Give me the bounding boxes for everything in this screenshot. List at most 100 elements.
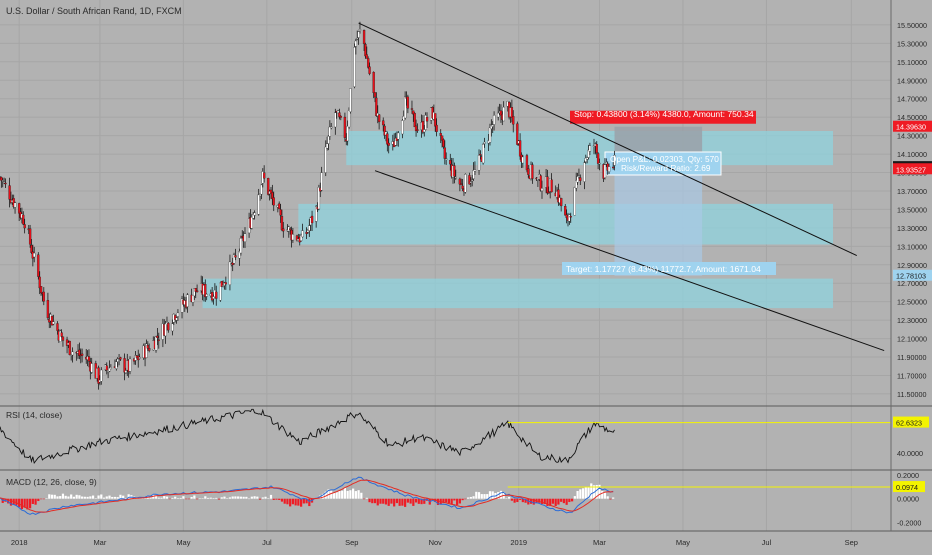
y-tick-label: 15.50000 <box>897 21 927 30</box>
candle-body <box>334 112 337 128</box>
macd-hist-bar <box>382 498 385 504</box>
macd-hist-bar <box>612 497 615 499</box>
macd-hist-bar <box>86 496 89 499</box>
candle-body <box>358 29 362 31</box>
macd-hist-bar <box>327 489 330 499</box>
macd-hist-bar <box>341 490 344 499</box>
target-label[interactable] <box>562 262 776 275</box>
stop-label-text: Stop: 0.43800 (3.14%) 4380.0, Amount: 75… <box>574 109 754 119</box>
candle-body <box>138 357 141 359</box>
macd-hist-bar <box>343 488 347 499</box>
candle-body <box>272 197 275 206</box>
rsi-level-tag <box>893 416 929 428</box>
candle-body <box>22 214 25 225</box>
macd-hist-bar <box>297 498 300 506</box>
candle-body <box>128 358 132 372</box>
candle-body <box>387 142 390 146</box>
candle-body <box>577 175 581 178</box>
candle-body <box>301 230 304 238</box>
candle-body <box>488 127 492 143</box>
macd-hist-bar <box>453 498 456 501</box>
macd-hist-bar <box>171 497 174 499</box>
candle-body <box>403 96 407 119</box>
macd-hist-bar <box>590 483 593 499</box>
macd-hist-bar <box>595 484 598 499</box>
macd-hist-bar <box>7 498 10 504</box>
candle-body <box>367 58 370 68</box>
candle-body <box>1 180 4 182</box>
y-tick-label: 13.10000 <box>897 242 927 251</box>
candle-body <box>521 156 524 164</box>
stop-label[interactable] <box>570 110 756 124</box>
macd-hist-bar <box>53 494 56 499</box>
candle-body <box>460 183 463 185</box>
macd-hist-bar <box>305 498 308 504</box>
candle-body <box>598 162 601 165</box>
candle-body <box>425 116 429 122</box>
x-tick-label: 2019 <box>510 538 527 547</box>
channel-line-1[interactable] <box>374 170 885 352</box>
macd-hist-bar <box>18 498 21 507</box>
candle-body <box>115 361 118 369</box>
macd-hist-bar <box>456 498 459 505</box>
candle-body <box>30 244 33 253</box>
target-zone[interactable] <box>614 167 703 276</box>
macd-hist-bar <box>521 498 524 503</box>
candle-body <box>191 295 195 303</box>
candle-body <box>372 71 375 94</box>
macd-hist-bar <box>532 498 535 505</box>
candle-body <box>349 88 352 112</box>
position-tool[interactable] <box>562 110 776 276</box>
candle-body <box>502 106 505 122</box>
candle-body <box>327 135 330 144</box>
candle-body <box>473 169 477 172</box>
macd-hist-bar <box>59 496 62 499</box>
candle-body <box>353 46 356 87</box>
candle-body <box>423 129 426 133</box>
macd-hist-bar <box>23 498 26 508</box>
macd-hist-bar <box>291 498 294 505</box>
candle-body <box>364 44 367 57</box>
macd-hist-bar <box>379 498 382 504</box>
macd-hist-bar <box>538 498 541 503</box>
channel-lines[interactable] <box>358 22 885 352</box>
candle-body <box>434 113 437 127</box>
candle-body <box>116 358 119 362</box>
y-tick-label: 15.30000 <box>897 39 927 48</box>
candle-body <box>560 198 563 207</box>
macd-hist-bar <box>15 498 18 506</box>
candle-body <box>330 126 333 129</box>
candle-body <box>234 255 237 258</box>
candle-body <box>68 341 71 355</box>
macd-hist-bar <box>215 497 218 499</box>
candle-body <box>119 357 122 360</box>
macd-hist-bar <box>461 498 464 501</box>
macd-hist-bar <box>228 497 232 499</box>
macd-hist-bar <box>20 498 23 510</box>
candle-body <box>539 175 542 191</box>
candle-body <box>263 172 266 179</box>
candle-body <box>435 124 438 132</box>
candle-body <box>442 139 445 147</box>
macd-hist-bar <box>280 498 284 502</box>
macd-hist-bar <box>149 496 152 499</box>
macd-hist-bar <box>505 498 508 499</box>
macd-hist-bar <box>94 498 97 499</box>
macd-hist-bar <box>127 494 130 499</box>
candles <box>0 21 616 390</box>
candle-body <box>583 162 586 182</box>
channel-line-0[interactable] <box>358 22 857 256</box>
macd-hist-bar <box>606 496 609 499</box>
candle-body <box>356 38 359 40</box>
candle-body <box>186 294 189 307</box>
rsi-pane <box>0 408 891 465</box>
candle-body <box>33 252 36 258</box>
candle-body <box>291 234 295 241</box>
candle-body <box>472 169 475 179</box>
candle-body <box>464 174 467 193</box>
macd-hist-bar <box>253 496 256 499</box>
y-tick-label: 14.10000 <box>897 150 927 159</box>
macd-hist-bar <box>97 495 100 499</box>
candle-body <box>449 160 452 165</box>
candle-body <box>278 203 281 209</box>
